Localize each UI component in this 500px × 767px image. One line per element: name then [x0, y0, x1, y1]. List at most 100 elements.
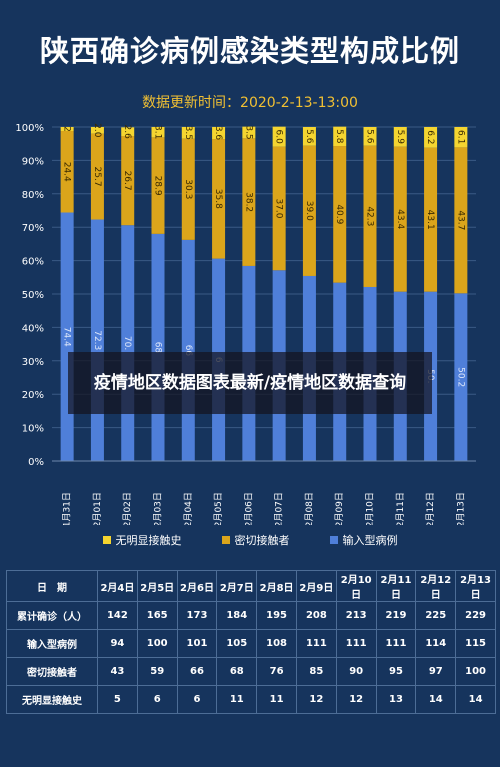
table-cell: 12: [335, 685, 377, 714]
data-label-contact: 28.9: [153, 176, 163, 196]
x-tick-label: 02月08日: [304, 492, 315, 525]
table-cell: 100: [136, 629, 178, 658]
table-cell: 105: [216, 629, 258, 658]
table-header-cell: 2月9日: [295, 570, 337, 602]
table-cell: 184: [216, 601, 258, 630]
bar-segment-contact: [90, 133, 104, 220]
chart-legend: 无明显接触史 密切接触者 输入型病例: [0, 532, 500, 548]
data-label-unknown: 5.8: [334, 129, 344, 144]
bar-segment-contact: [302, 145, 316, 276]
data-label-imported: 72.3: [92, 330, 102, 350]
x-tick-label: 02月09日: [334, 492, 345, 525]
y-tick-label: 50%: [22, 290, 44, 301]
data-label-unknown: 3.5: [183, 126, 193, 140]
bar-segment-unknown: [121, 127, 135, 137]
table-cell: 输入型病例: [6, 629, 98, 658]
bar-segment-unknown: [181, 127, 195, 139]
data-label-unknown: 5.6: [304, 129, 314, 144]
data-label-unknown: 3.6: [213, 126, 223, 141]
data-label-imported: 66: [183, 345, 193, 357]
table-cell: 213: [335, 601, 377, 630]
table-cell: 115: [455, 629, 496, 658]
table-cell: 66: [176, 657, 218, 686]
bar-segment-unknown: [393, 127, 407, 147]
legend-item-contact: 密切接触者: [221, 532, 290, 548]
table-cell: 90: [335, 657, 377, 686]
table-cell: 12: [295, 685, 337, 714]
data-label-imported: 70.: [122, 336, 132, 350]
table-row: 累计确诊（人） 142 165 173 184 195 208 213 219 …: [6, 601, 496, 630]
x-tick-label: 02月06日: [243, 492, 254, 525]
table-cell: 111: [335, 629, 377, 658]
legend-item-unknown: 无明显接触史: [102, 532, 182, 548]
x-tick-label: 02月05日: [213, 492, 224, 525]
bar-segment-contact: [454, 147, 468, 294]
legend-label-imported: 输入型病例: [342, 534, 398, 547]
table-cell: 97: [415, 657, 457, 686]
data-label-contact: 24.4: [62, 162, 72, 182]
data-label-contact: 39.0: [304, 201, 314, 221]
table-header-cell: 2月6日: [176, 570, 218, 602]
data-label-unknown: 5.9: [395, 130, 405, 145]
table-cell: 229: [455, 601, 496, 630]
data-label-contact: 43.4: [395, 209, 405, 229]
bar-segment-unknown: [242, 126, 256, 139]
table-header-row: 日 期 2月4日 2月5日 2月6日 2月7日 2月8日 2月9日 2月10日 …: [6, 570, 496, 602]
table-cell: 165: [136, 601, 178, 630]
legend-swatch-contact: [221, 536, 230, 544]
table-cell: 59: [136, 657, 178, 686]
bar-segment-contact: [424, 147, 438, 292]
data-label-unknown: 6.0: [274, 130, 284, 145]
table-cell: 13: [375, 685, 417, 714]
data-label-unknown: 3.5: [243, 125, 253, 139]
data-label-contact: 42.3: [365, 206, 375, 226]
y-tick-label: 30%: [22, 357, 44, 368]
bar-segment-contact: [363, 145, 377, 287]
legend-swatch-imported: [329, 536, 338, 544]
table-header-cell: 2月7日: [216, 570, 258, 602]
table-cell: 累计确诊（人）: [6, 601, 98, 630]
x-tick-label: 02月03日: [153, 492, 164, 525]
bar-segment-unknown: [363, 127, 377, 146]
table-row: 密切接触者 43 59 66 68 76 85 90 95 97 100: [6, 657, 496, 686]
bar-segment-contact: [121, 136, 135, 226]
data-label-imported: 50.2: [455, 367, 465, 387]
table-header-cell: 2月10日: [335, 570, 377, 602]
x-tick-label: 01月31日: [62, 492, 73, 525]
x-tick-label: 02月04日: [183, 492, 194, 525]
table-cell: 14: [415, 685, 457, 714]
watermark-banner: 疫情地区数据图表最新/疫情地区数据查询: [68, 352, 432, 414]
table-cell: 密切接触者: [6, 657, 98, 686]
x-tick-label: 02月11日: [395, 492, 406, 525]
bar-segment-unknown: [333, 126, 347, 147]
bar-segment-unknown: [302, 127, 316, 146]
table-cell: 111: [375, 629, 417, 658]
data-table: 日 期 2月4日 2月5日 2月6日 2月7日 2月8日 2月9日 2月10日 …: [6, 570, 496, 714]
chart-title: 陕西确诊病例感染类型构成比例: [39, 34, 460, 68]
table-cell: 76: [256, 657, 297, 686]
table-cell: 101: [176, 629, 218, 658]
data-label-imported: 74.4: [62, 327, 72, 347]
y-tick-label: 40%: [22, 323, 44, 334]
y-tick-label: 60%: [22, 257, 44, 268]
data-label-contact: 26.7: [122, 171, 132, 191]
y-tick-label: 0%: [28, 457, 44, 468]
bar-segment-contact: [272, 146, 286, 271]
table-header-cell: 日 期: [6, 570, 98, 602]
table-cell: 114: [415, 629, 457, 658]
bar-segment-contact: [333, 146, 347, 283]
table-cell: 85: [295, 657, 337, 686]
table-cell: 6: [136, 685, 178, 714]
y-tick-label: 80%: [22, 190, 44, 201]
bar-segment-contact: [181, 138, 195, 240]
bar-segment-unknown: [424, 127, 438, 148]
x-tick-label: 02月07日: [274, 492, 285, 525]
watermark-text: 疫情地区数据图表最新/疫情地区数据查询: [93, 373, 407, 393]
y-tick-label: 70%: [22, 223, 44, 234]
y-tick-label: 90%: [22, 156, 44, 167]
table-cell: 95: [375, 657, 417, 686]
data-label-contact: 43.7: [455, 210, 465, 230]
bar-segment-contact: [212, 139, 226, 259]
table-header-cell: 2月11日: [375, 570, 417, 602]
table-cell: 5: [97, 685, 138, 714]
